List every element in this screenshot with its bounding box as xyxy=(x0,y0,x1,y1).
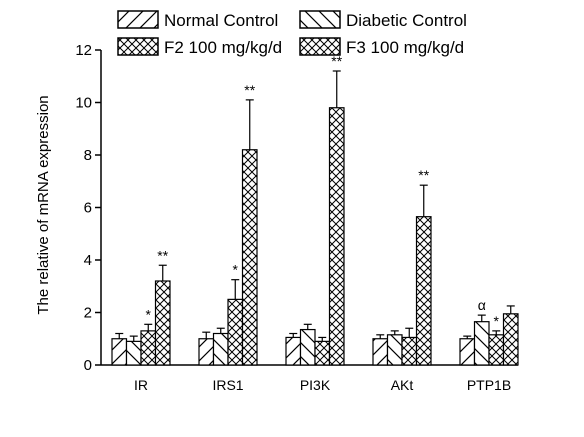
legend-label: Normal Control xyxy=(164,11,278,30)
y-tick-label: 2 xyxy=(84,305,92,322)
bar xyxy=(299,328,316,366)
significance-label: ** xyxy=(331,53,342,69)
y-tick-label: 0 xyxy=(84,357,92,374)
legend-label: Diabetic Control xyxy=(346,11,467,30)
bar xyxy=(111,338,128,366)
x-tick-label: PI3K xyxy=(300,377,331,393)
y-tick-label: 8 xyxy=(84,147,92,164)
bar xyxy=(198,338,215,366)
significance-label: ** xyxy=(418,167,429,183)
bar xyxy=(154,280,171,366)
bar xyxy=(386,334,403,366)
legend-label: F3 100 mg/kg/d xyxy=(346,38,464,57)
y-tick-label: 6 xyxy=(84,200,92,217)
y-tick-label: 12 xyxy=(75,42,92,59)
bar xyxy=(227,298,244,366)
bar xyxy=(415,216,432,366)
legend-swatch xyxy=(299,37,341,56)
y-tick-label: 10 xyxy=(75,95,92,112)
y-axis-label: The relative of mRNA expression xyxy=(35,95,52,314)
bar xyxy=(372,338,389,366)
x-tick-label: IRS1 xyxy=(212,377,243,393)
x-tick-labels: IR IRS1 PI3K AKt PTP1B xyxy=(134,377,511,393)
bar xyxy=(140,330,157,366)
legend-swatch xyxy=(117,37,159,56)
bar xyxy=(125,340,142,366)
bar xyxy=(314,340,331,366)
legend-swatch xyxy=(117,10,159,29)
legend-label: F2 100 mg/kg/d xyxy=(164,38,282,57)
bar xyxy=(241,149,258,366)
x-tick-label: IR xyxy=(134,377,148,393)
significance-label: * xyxy=(494,313,500,329)
y-ticks: 0 2 4 6 8 10 12 xyxy=(75,42,101,374)
bar xyxy=(328,107,345,366)
significance-label: α xyxy=(478,297,486,313)
significance-label: * xyxy=(233,262,239,278)
bar xyxy=(212,332,229,366)
x-tick-label: AKt xyxy=(391,377,414,393)
bars: **********α* xyxy=(111,53,519,366)
bar xyxy=(401,336,418,366)
legend-swatch xyxy=(299,10,341,29)
bar xyxy=(502,313,519,366)
bar xyxy=(285,336,302,366)
significance-label: ** xyxy=(244,82,255,98)
y-tick-label: 4 xyxy=(84,252,92,269)
significance-label: ** xyxy=(157,247,168,263)
significance-label: * xyxy=(146,306,152,322)
bar xyxy=(473,321,490,366)
bar xyxy=(488,334,505,366)
x-tick-label: PTP1B xyxy=(467,377,511,393)
bar xyxy=(459,338,476,366)
legend: Normal Control Diabetic Control F2 100 mg/… xyxy=(117,10,467,57)
